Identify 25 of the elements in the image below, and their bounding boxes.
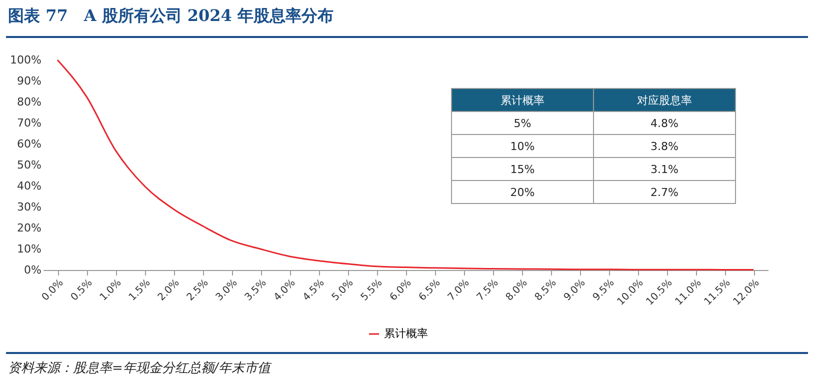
annotation: 3.1% [594, 158, 736, 180]
annotation: 10% [452, 134, 594, 158]
annotation: 5% [452, 112, 594, 134]
y-tick-label: 40% [17, 180, 42, 192]
y-tick-label: 0% [24, 264, 42, 276]
legend-label: 累计概率 [384, 327, 428, 340]
text: 资料来源：股息率=年现金分红总额/年末市值 [8, 360, 270, 377]
y-tick-label: 100% [10, 54, 42, 66]
line-series [56, 59, 754, 271]
annotation: 4.8% [594, 112, 736, 134]
y-tick-label: 90% [17, 74, 42, 88]
y-tick-label: 30% [17, 200, 42, 214]
y-tick-label: 10% [17, 242, 42, 256]
y-tick-label: 60% [17, 138, 42, 150]
y-tick-label: 80% [17, 96, 42, 108]
y-tick-label: 20% [17, 222, 42, 234]
annotation: 3.8% [594, 134, 736, 158]
y-tick-label: 50% [17, 158, 42, 172]
annotation: 15% [452, 158, 594, 180]
annotation: 20% [452, 180, 594, 204]
annotation: 累计概率 [452, 88, 594, 112]
chart-title: 图表 77 A 股所有公司 2024 年股息率分布 [8, 6, 334, 27]
annotation: 对应股息率 [594, 88, 736, 112]
annotation: 2.7% [594, 180, 736, 204]
y-tick-label: 70% [17, 116, 42, 130]
